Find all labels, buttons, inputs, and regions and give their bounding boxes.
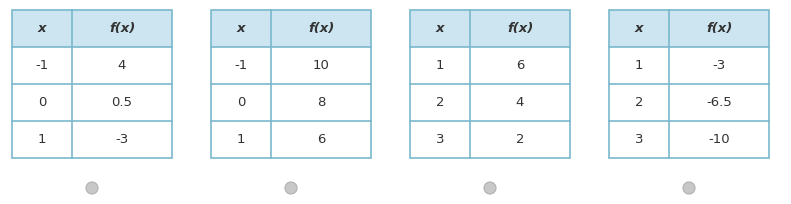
Bar <box>410 10 570 158</box>
Text: 1: 1 <box>634 59 643 72</box>
Text: 4: 4 <box>118 59 127 72</box>
Text: 2: 2 <box>516 133 524 146</box>
Text: 3: 3 <box>436 133 445 146</box>
Bar <box>12 84 172 121</box>
Text: 1: 1 <box>436 59 445 72</box>
Text: 0: 0 <box>237 96 245 109</box>
Bar <box>410 10 570 47</box>
Text: f(x): f(x) <box>507 22 533 35</box>
Text: -10: -10 <box>708 133 730 146</box>
Text: 8: 8 <box>317 96 325 109</box>
Text: f(x): f(x) <box>706 22 732 35</box>
Bar <box>211 10 371 47</box>
Text: f(x): f(x) <box>308 22 334 35</box>
Text: f(x): f(x) <box>109 22 135 35</box>
Text: 1: 1 <box>38 133 46 146</box>
Text: 6: 6 <box>317 133 325 146</box>
Text: x: x <box>634 22 643 35</box>
Bar <box>12 10 172 47</box>
Bar <box>211 121 371 158</box>
Bar <box>609 47 769 84</box>
Circle shape <box>683 182 695 194</box>
Text: 2: 2 <box>436 96 445 109</box>
Text: 2: 2 <box>634 96 643 109</box>
Bar <box>211 10 371 158</box>
Text: x: x <box>436 22 445 35</box>
Circle shape <box>484 182 496 194</box>
Text: 6: 6 <box>516 59 524 72</box>
Text: 10: 10 <box>312 59 329 72</box>
Bar <box>410 84 570 121</box>
Bar <box>410 47 570 84</box>
Text: x: x <box>237 22 245 35</box>
Bar <box>609 84 769 121</box>
Text: 0: 0 <box>38 96 46 109</box>
Text: 3: 3 <box>634 133 643 146</box>
Circle shape <box>86 182 98 194</box>
Bar <box>609 10 769 158</box>
Text: 4: 4 <box>516 96 524 109</box>
Text: -3: -3 <box>713 59 725 72</box>
Circle shape <box>285 182 297 194</box>
Bar <box>211 47 371 84</box>
Bar <box>609 121 769 158</box>
Text: -1: -1 <box>234 59 248 72</box>
Text: 0.5: 0.5 <box>112 96 133 109</box>
Bar <box>410 121 570 158</box>
Bar <box>12 47 172 84</box>
Text: -3: -3 <box>115 133 129 146</box>
Text: -6.5: -6.5 <box>706 96 732 109</box>
Bar <box>12 121 172 158</box>
Bar <box>211 84 371 121</box>
Bar <box>609 10 769 47</box>
Text: x: x <box>38 22 46 35</box>
Bar <box>12 10 172 158</box>
Text: -1: -1 <box>36 59 48 72</box>
Text: 1: 1 <box>237 133 245 146</box>
